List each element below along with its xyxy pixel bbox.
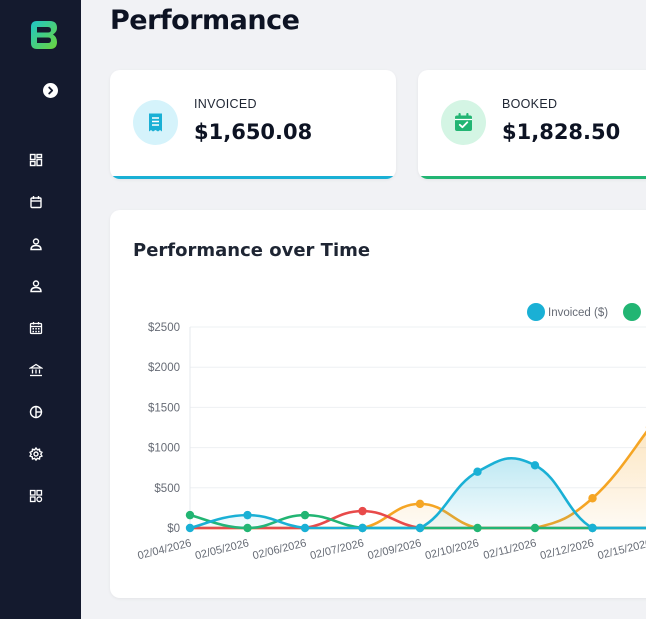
- y-tick-label: $2500: [148, 322, 180, 334]
- invoiced-accent-bar: [110, 176, 396, 179]
- data-point: [588, 523, 597, 533]
- y-tick-label: $1000: [148, 443, 180, 455]
- y-tick-label: $1500: [148, 402, 180, 414]
- series-line: [189, 457, 646, 530]
- data-point: [300, 510, 310, 520]
- legend-label-invoiced: Invoiced ($): [548, 307, 608, 319]
- data-point: [358, 506, 367, 516]
- invoiced-card: INVOICED $1,650.08: [110, 70, 396, 179]
- booked-accent-bar: [418, 176, 646, 179]
- booked-value: $1,828.50: [502, 120, 621, 144]
- user-icon[interactable]: [29, 279, 43, 293]
- page-title: Performance: [110, 5, 300, 36]
- calendar-grid-icon[interactable]: [29, 321, 43, 335]
- invoiced-icon-circle: [133, 100, 178, 145]
- x-tick-label: 02/04/2026: [136, 537, 192, 562]
- y-axis: $0 $500 $1000 $1500 $2000 $2500: [148, 322, 646, 535]
- user-icon[interactable]: [29, 237, 43, 251]
- invoiced-value: $1,650.08: [194, 120, 313, 144]
- data-point: [243, 523, 252, 533]
- data-point: [588, 494, 597, 503]
- bank-icon[interactable]: [29, 363, 43, 377]
- app-logo-icon[interactable]: [26, 18, 60, 52]
- data-point: [358, 523, 367, 533]
- data-point: [185, 523, 195, 533]
- dashboard-icon[interactable]: [29, 153, 43, 167]
- data-point: [185, 510, 195, 520]
- booked-icon-circle: [441, 100, 486, 145]
- chart-title: Performance over Time: [133, 240, 371, 261]
- data-point: [415, 523, 425, 533]
- data-point: [473, 523, 482, 533]
- pie-chart-icon[interactable]: [29, 405, 43, 419]
- x-tick-label: 02/11/2026: [482, 537, 538, 562]
- y-tick-label: $0: [167, 523, 180, 535]
- apps-icon[interactable]: [29, 489, 43, 503]
- x-tick-label: 02/10/2026: [424, 537, 480, 562]
- x-tick-label: 02/05/2026: [194, 537, 250, 562]
- series-area: [190, 458, 646, 528]
- data-point: [243, 510, 252, 520]
- y-tick-label: $500: [154, 483, 180, 495]
- booked-card: BOOKED $1,828.50: [418, 70, 646, 179]
- x-tick-label: 02/15/2026: [596, 537, 646, 562]
- legend-swatch-invoiced: [527, 303, 545, 321]
- settings-icon[interactable]: [29, 447, 43, 461]
- chevron-right-icon: [48, 86, 54, 95]
- x-tick-label: 02/09/2026: [366, 537, 422, 562]
- x-tick-label: 02/12/2026: [539, 537, 595, 562]
- data-point: [530, 523, 540, 533]
- calendar-check-icon: [455, 113, 472, 131]
- y-tick-label: $2000: [148, 362, 180, 374]
- data-point: [300, 523, 310, 533]
- data-point: [415, 499, 425, 509]
- booked-label: BOOKED: [502, 97, 558, 111]
- x-tick-label: 02/06/2026: [251, 537, 307, 562]
- sidebar: [0, 0, 81, 619]
- x-axis: 02/04/2026 02/05/2026 02/06/2026 02/07/2026…: [136, 537, 646, 562]
- calendar-icon[interactable]: [29, 195, 43, 209]
- data-point: [473, 467, 482, 476]
- performance-chart-card: Performance over Time $0 $500 $1000 $1500 $2…: [110, 210, 646, 598]
- legend-swatch-booked: [623, 303, 641, 321]
- series-area: [190, 432, 646, 528]
- receipt-icon: [149, 113, 162, 132]
- sidebar-collapse-button[interactable]: [43, 83, 58, 98]
- invoiced-label: INVOICED: [194, 97, 257, 111]
- legend: Invoiced ($): [527, 303, 641, 321]
- data-point: [530, 461, 540, 470]
- x-tick-label: 02/07/2026: [309, 537, 365, 562]
